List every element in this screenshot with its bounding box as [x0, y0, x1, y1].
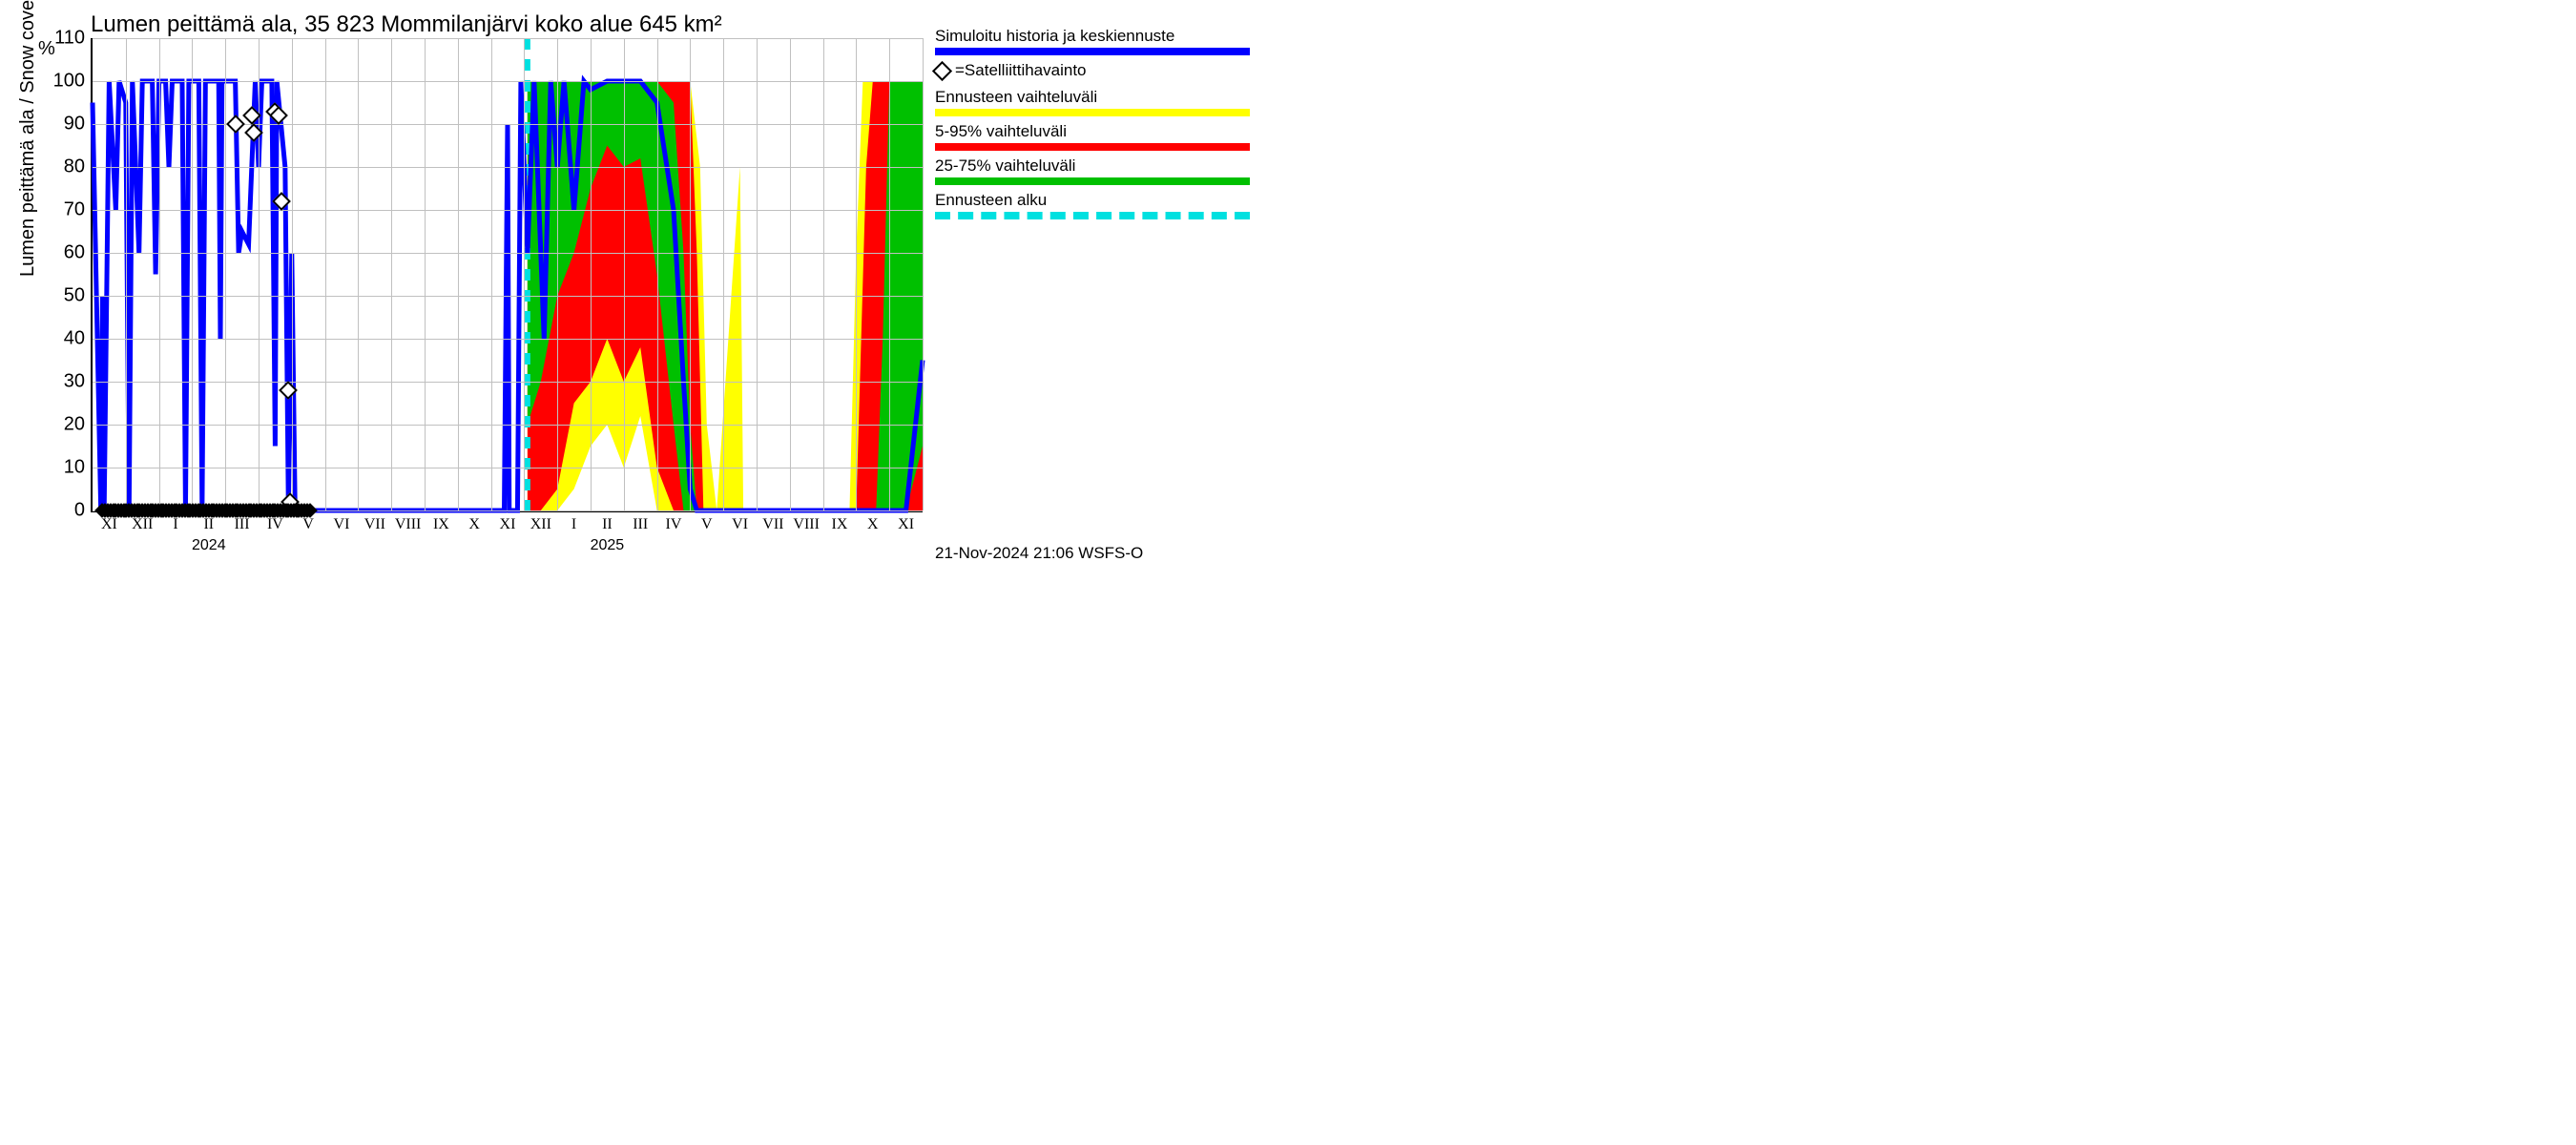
legend-swatch-line: [935, 48, 1250, 55]
x-tick-month: V: [302, 516, 314, 533]
legend-label: Ennusteen vaihteluväli: [935, 88, 1250, 107]
legend-range-2575: 25-75% vaihteluväli: [935, 156, 1250, 185]
diamond-icon: [932, 61, 952, 81]
x-tick-month: XI: [101, 516, 117, 533]
x-tick-month: VIII: [395, 516, 422, 533]
x-tick-year: 2025: [591, 537, 625, 554]
y-axis-label: Lumen peittämä ala / Snow cover area: [17, 0, 39, 277]
x-tick-month: VI: [732, 516, 748, 533]
plot-area: 0102030405060708090100110XIXIIIIIIIIIVVV…: [91, 38, 923, 512]
y-tick: 40: [64, 328, 85, 350]
legend-simulated: Simuloitu historia ja keskiennuste: [935, 27, 1250, 55]
y-axis-unit: %: [38, 38, 55, 60]
legend-swatch-red: [935, 143, 1250, 151]
x-tick-month: V: [701, 516, 713, 533]
y-tick: 80: [64, 156, 85, 178]
y-tick: 10: [64, 457, 85, 479]
x-tick-month: VII: [364, 516, 385, 533]
x-tick-month: XII: [132, 516, 153, 533]
chart-title: Lumen peittämä ala, 35 823 Mommilanjärvi…: [91, 11, 722, 38]
x-tick-month: XI: [500, 516, 516, 533]
legend-label: Simuloitu historia ja keskiennuste: [935, 27, 1250, 46]
y-tick: 110: [54, 28, 85, 50]
x-tick-month: XII: [530, 516, 551, 533]
x-tick-month: VI: [334, 516, 350, 533]
legend-label: Ennusteen alku: [935, 191, 1250, 210]
x-tick-month: IV: [267, 516, 283, 533]
x-tick-month: III: [633, 516, 648, 533]
x-tick-year: 2024: [192, 537, 226, 554]
legend-range-595: 5-95% vaihteluväli: [935, 122, 1250, 151]
x-tick-month: X: [867, 516, 879, 533]
y-tick: 50: [64, 285, 85, 307]
y-tick: 30: [64, 371, 85, 393]
snow-cover-chart: Lumen peittämä ala, 35 823 Mommilanjärvi…: [10, 10, 1259, 563]
y-tick: 70: [64, 199, 85, 221]
x-tick-month: II: [602, 516, 613, 533]
x-tick-month: XI: [898, 516, 914, 533]
x-tick-month: X: [468, 516, 480, 533]
legend-label: 5-95% vaihteluväli: [935, 122, 1250, 141]
legend-range-full: Ennusteen vaihteluväli: [935, 88, 1250, 116]
y-tick: 90: [64, 114, 85, 135]
x-tick-month: III: [235, 516, 250, 533]
y-tick: 20: [64, 414, 85, 436]
legend-satellite: =Satelliittihavainto: [935, 61, 1250, 80]
legend: Simuloitu historia ja keskiennuste =Sate…: [935, 27, 1250, 225]
x-tick-month: VII: [762, 516, 783, 533]
x-tick-month: IV: [666, 516, 682, 533]
x-tick-month: II: [203, 516, 214, 533]
y-tick: 0: [74, 500, 85, 522]
legend-forecast-start: Ennusteen alku: [935, 191, 1250, 219]
x-tick-month: VIII: [793, 516, 820, 533]
x-tick-month: I: [571, 516, 576, 533]
legend-swatch-yellow: [935, 109, 1250, 116]
x-tick-month: IX: [832, 516, 848, 533]
legend-swatch-green: [935, 177, 1250, 185]
legend-label: =Satelliittihavainto: [955, 61, 1087, 79]
legend-label: 25-75% vaihteluväli: [935, 156, 1250, 176]
data-svg: [93, 38, 923, 510]
y-tick: 100: [53, 71, 85, 93]
y-tick: 60: [64, 242, 85, 264]
timestamp: 21-Nov-2024 21:06 WSFS-O: [935, 544, 1143, 563]
x-tick-month: I: [173, 516, 177, 533]
legend-swatch-dash: [935, 212, 1250, 219]
x-tick-month: IX: [433, 516, 449, 533]
